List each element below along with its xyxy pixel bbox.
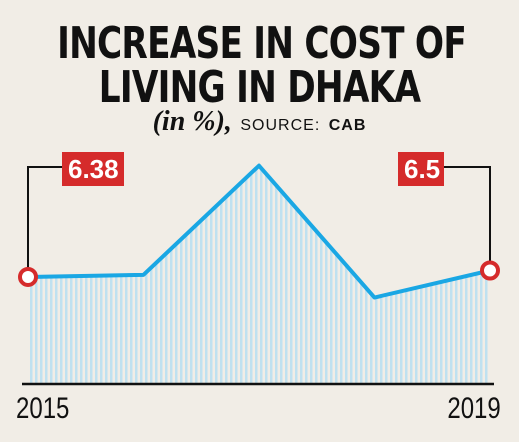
callout-leader-right: [444, 166, 491, 271]
data-point-marker-last: [480, 260, 500, 281]
area-fill: [28, 165, 490, 384]
unit-comma: ,: [224, 106, 232, 137]
chart-title-line-1: INCREASE IN COST OF: [57, 18, 467, 69]
data-label-last: 6.5: [398, 152, 444, 186]
data-label-first: 6.38: [62, 152, 124, 186]
source-label: SOURCE:: [240, 117, 321, 134]
x-tick-label-end: 2019: [447, 392, 501, 425]
data-point-marker-first: [18, 266, 38, 287]
series-line: [27, 163, 491, 300]
chart-subtitle: (in %), SOURCE: CAB: [0, 106, 519, 138]
source-value: CAB: [328, 117, 367, 134]
callout-leader-left: [27, 166, 62, 277]
x-tick-label-start: 2015: [16, 392, 70, 425]
chart-title-line-2: LIVING IN DHAKA: [98, 62, 421, 113]
data-points: [18, 260, 500, 287]
unit-label: (in %): [152, 106, 225, 137]
